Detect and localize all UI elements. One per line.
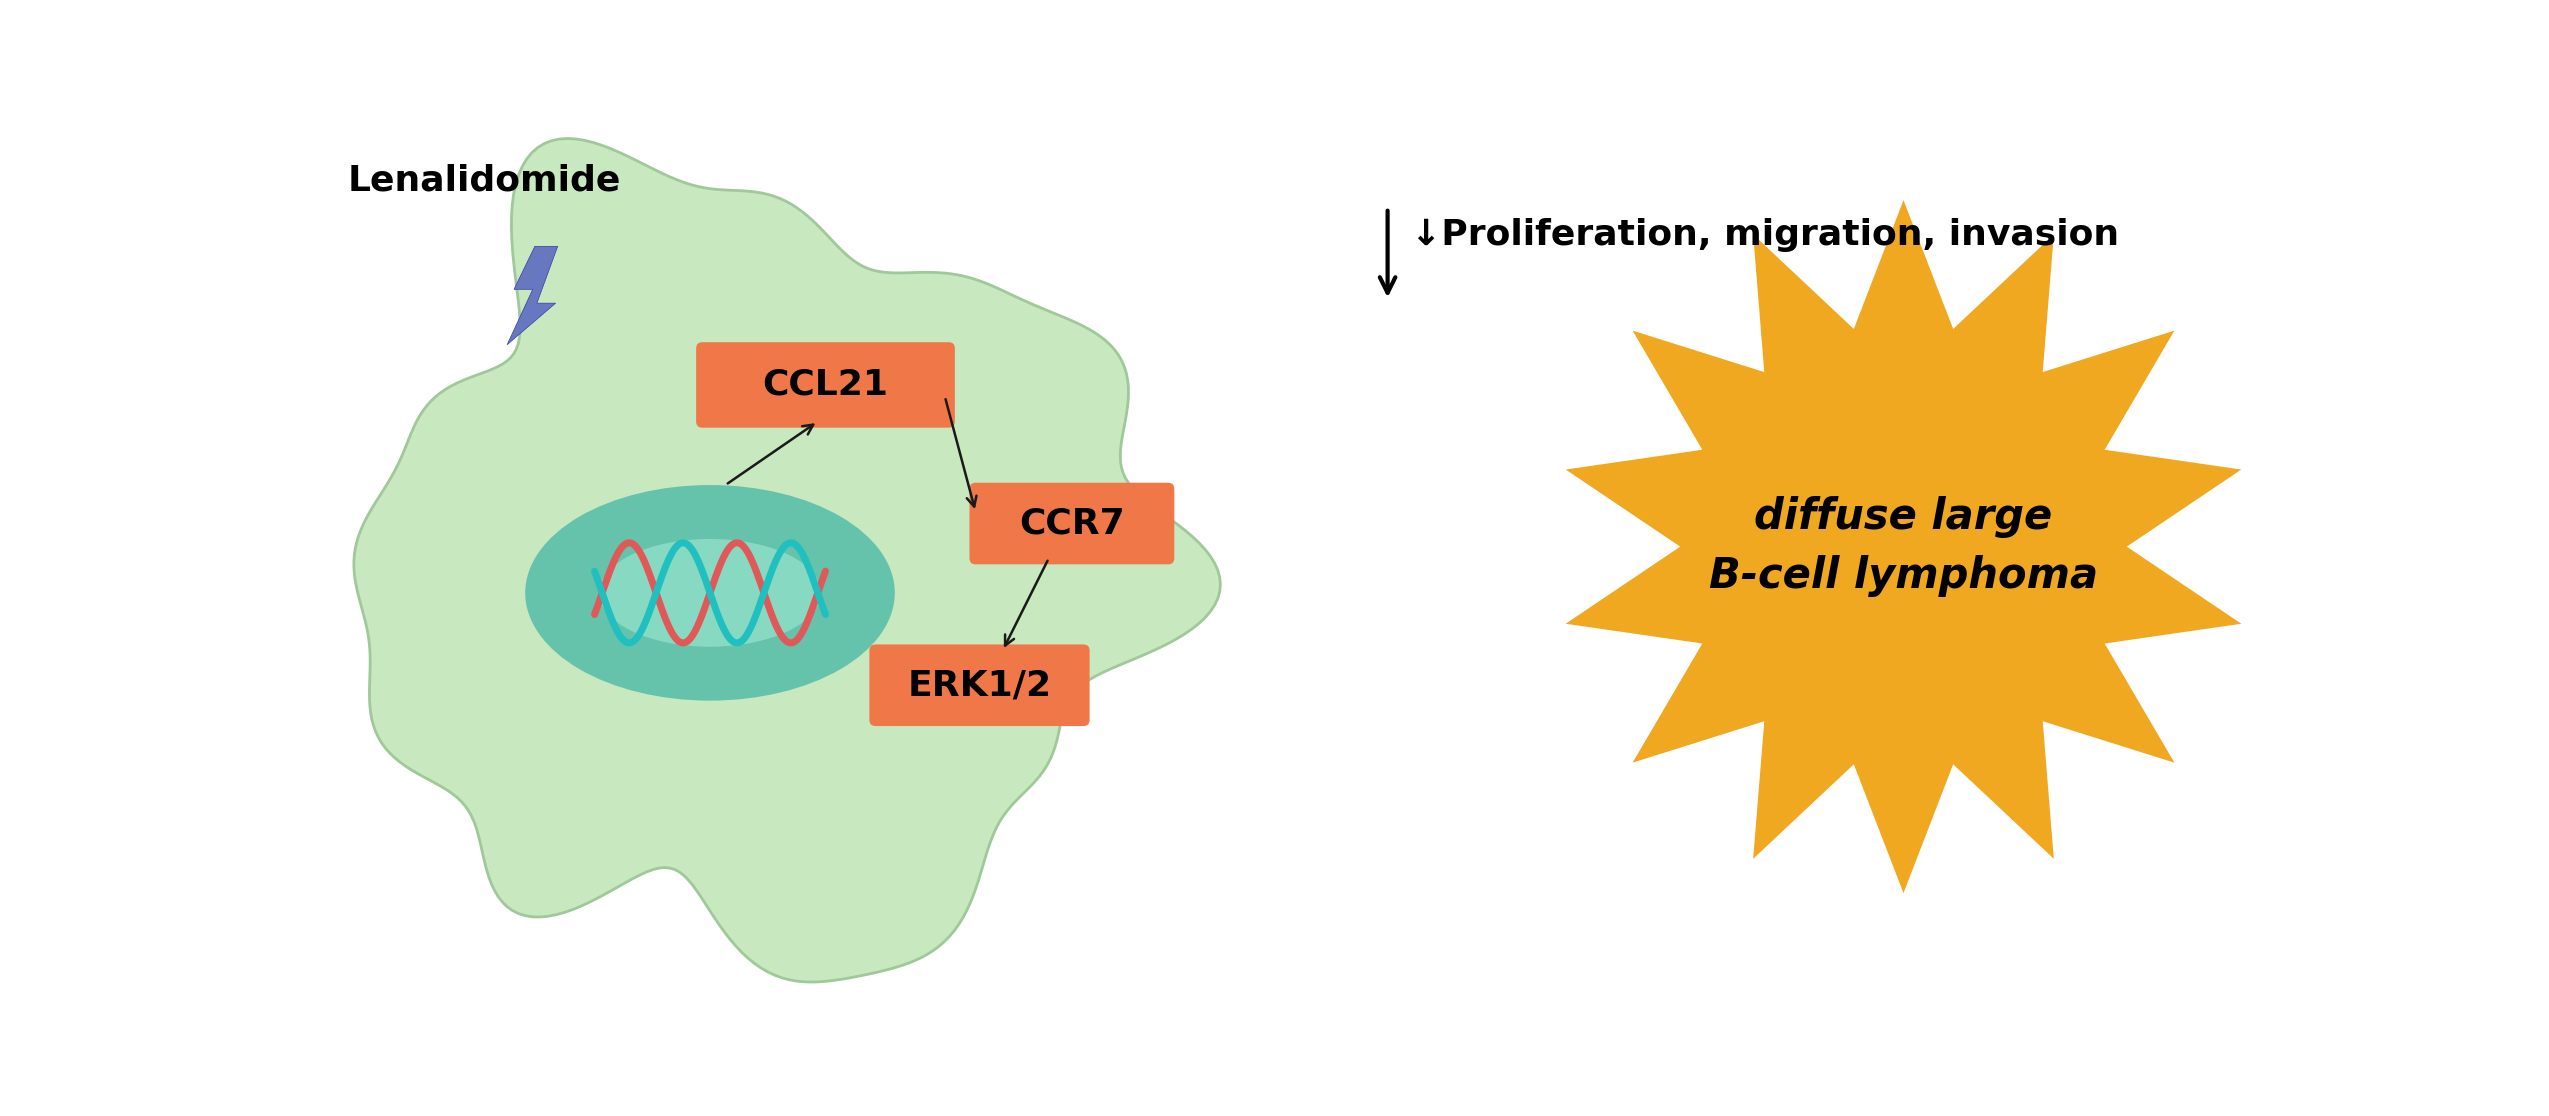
Text: Lenalidomide: Lenalidomide <box>349 164 622 198</box>
FancyBboxPatch shape <box>696 343 956 427</box>
Text: CCL21: CCL21 <box>762 368 890 402</box>
FancyBboxPatch shape <box>869 644 1088 727</box>
Polygon shape <box>354 138 1221 982</box>
Text: diffuse large
B-cell lymphoma: diffuse large B-cell lymphoma <box>1708 497 2098 597</box>
Ellipse shape <box>599 539 821 647</box>
Ellipse shape <box>525 485 895 701</box>
Text: CCR7: CCR7 <box>1020 507 1124 540</box>
Text: ↓Proliferation, migration, invasion: ↓Proliferation, migration, invasion <box>1410 218 2118 252</box>
Polygon shape <box>507 247 558 345</box>
FancyBboxPatch shape <box>969 483 1175 565</box>
Polygon shape <box>1565 200 2241 893</box>
Text: ERK1/2: ERK1/2 <box>907 668 1053 702</box>
